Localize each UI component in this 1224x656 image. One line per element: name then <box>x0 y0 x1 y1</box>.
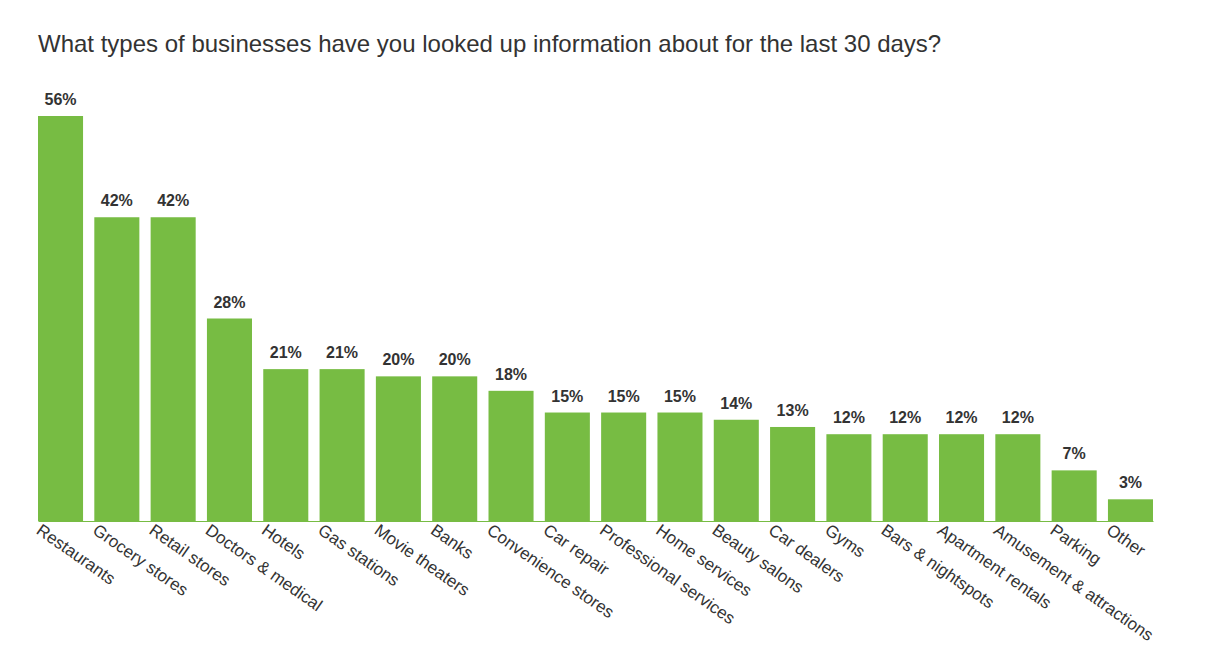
x-tick: Grocery stores <box>89 520 191 600</box>
bar <box>432 376 477 521</box>
data-label: 42% <box>157 192 189 209</box>
data-label: 28% <box>213 294 245 311</box>
bar <box>320 369 365 521</box>
x-tick-label: Other <box>1103 520 1149 560</box>
data-label: 15% <box>664 388 696 405</box>
data-label: 18% <box>495 366 527 383</box>
data-label: 20% <box>439 351 471 368</box>
data-label: 12% <box>833 409 865 426</box>
bar <box>94 217 139 521</box>
bar <box>207 319 252 522</box>
x-tick-label: Banks <box>427 520 477 563</box>
x-tick: Amusement & attractions <box>990 520 1156 644</box>
data-label: 7% <box>1063 445 1086 462</box>
data-label: 42% <box>101 192 133 209</box>
bar <box>376 376 421 521</box>
x-tick-label: Doctors & medical <box>202 520 326 615</box>
x-axis: RestaurantsGrocery storesRetail storesDo… <box>33 520 1157 644</box>
x-tick: Home services <box>652 520 755 600</box>
x-tick-label: Home services <box>652 520 755 600</box>
bar <box>38 116 83 521</box>
data-label: 15% <box>608 388 640 405</box>
bar <box>489 391 534 521</box>
chart: What types of businesses have you looked… <box>0 0 1224 656</box>
data-labels: 56% 42% 42% 28% 21% 21% 20% 20% 18% 15% 15% 15% 14% 1… <box>45 91 1143 491</box>
bar <box>1108 499 1153 521</box>
data-label: 12% <box>889 409 921 426</box>
x-tick: Other <box>1103 520 1149 560</box>
data-label: 15% <box>551 388 583 405</box>
bar <box>545 413 590 521</box>
bar <box>770 427 815 521</box>
x-tick-label: Movie theaters <box>371 520 473 600</box>
x-tick-label: Gyms <box>821 520 868 561</box>
bar <box>1052 470 1097 521</box>
bar <box>601 413 646 521</box>
bar <box>883 434 928 521</box>
bars <box>38 116 1153 521</box>
x-tick-label: Grocery stores <box>89 520 191 600</box>
bar <box>995 434 1040 521</box>
data-label: 12% <box>1002 409 1034 426</box>
bar <box>826 434 871 521</box>
data-label: 12% <box>946 409 978 426</box>
x-tick: Banks <box>427 520 477 563</box>
x-tick: Hotels <box>258 520 308 563</box>
bar <box>263 369 308 521</box>
bar <box>151 217 196 521</box>
bar <box>657 413 702 521</box>
x-tick: Doctors & medical <box>202 520 326 615</box>
bar <box>939 434 984 521</box>
x-tick-label: Parking <box>1047 520 1105 569</box>
x-tick-label: Amusement & attractions <box>990 520 1156 644</box>
data-label: 21% <box>326 344 358 361</box>
x-tick-label: Hotels <box>258 520 308 563</box>
data-label: 20% <box>382 351 414 368</box>
x-tick: Parking <box>1047 520 1105 569</box>
chart-title: What types of businesses have you looked… <box>38 30 941 57</box>
x-axis-line <box>39 521 1154 522</box>
data-label: 56% <box>45 91 77 108</box>
bar <box>714 420 759 521</box>
x-tick: Movie theaters <box>371 520 473 600</box>
data-label: 3% <box>1119 474 1142 491</box>
data-label: 14% <box>720 395 752 412</box>
data-label: 13% <box>777 402 809 419</box>
x-tick: Gyms <box>821 520 868 561</box>
data-label: 21% <box>270 344 302 361</box>
